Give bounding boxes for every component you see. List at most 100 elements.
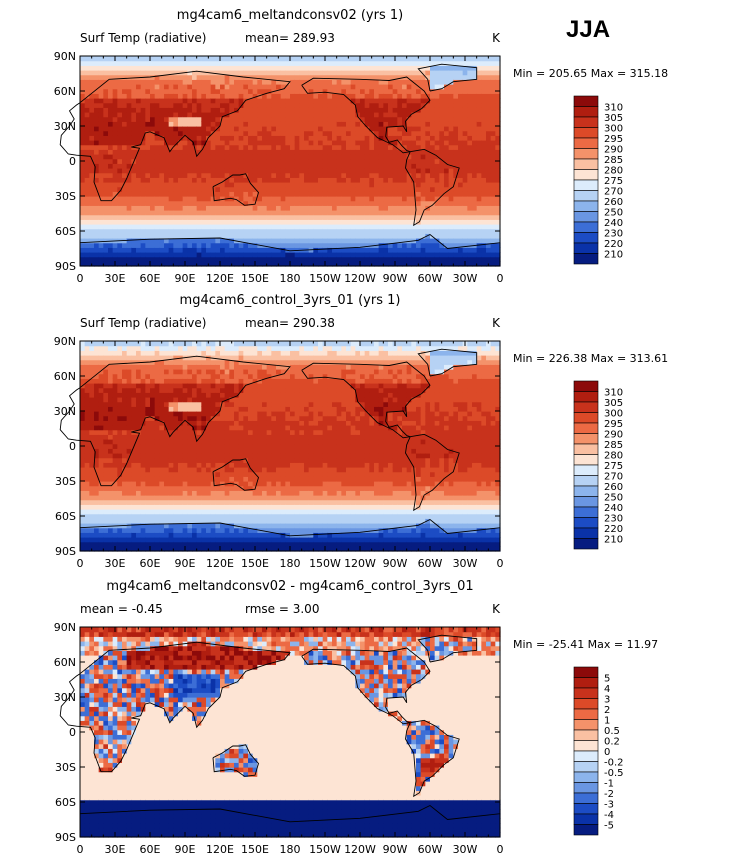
field-cell [364, 252, 370, 258]
field-cell [80, 467, 86, 473]
field-cell [374, 130, 380, 136]
field-cell [243, 107, 249, 113]
field-cell [383, 79, 389, 85]
field-cell [238, 219, 244, 225]
field-cell [154, 210, 160, 216]
field-cell [112, 411, 118, 417]
field-cell [360, 149, 366, 155]
field-cell [299, 233, 305, 239]
field-cell [495, 121, 501, 127]
field-cell [154, 387, 160, 393]
field-cell [350, 74, 356, 80]
field-cell [201, 60, 207, 66]
field-cell [187, 210, 193, 216]
field-cell [117, 490, 123, 496]
field-cell [378, 154, 384, 160]
field-cell [201, 182, 207, 188]
field-cell [126, 130, 132, 136]
field-cell [416, 242, 422, 248]
field-cell [103, 112, 109, 118]
field-cell [164, 65, 170, 71]
field-cell [248, 224, 254, 230]
field-cell [430, 205, 436, 211]
field-cell [164, 84, 170, 90]
field-cell [84, 200, 90, 206]
field-cell [257, 233, 263, 239]
field-cell [136, 425, 142, 431]
field-cell [266, 112, 272, 118]
field-cell [117, 537, 123, 543]
field-cell [430, 163, 436, 169]
field-cell [220, 210, 226, 216]
field-cell [136, 485, 142, 491]
field-cell [224, 224, 230, 230]
field-cell [481, 70, 487, 76]
field-cell [150, 228, 156, 234]
panel-title: mg4cam6_meltandconsv02 (yrs 1) [177, 8, 403, 23]
field-cell [84, 364, 90, 370]
field-cell [327, 177, 333, 183]
field-cell [467, 168, 473, 174]
field-cell [290, 149, 296, 155]
field-cell [136, 397, 142, 403]
field-cell [117, 121, 123, 127]
field-cell [98, 84, 104, 90]
field-cell [448, 224, 454, 230]
field-cell [94, 420, 100, 426]
field-cell [140, 228, 146, 234]
field-cell [131, 397, 137, 403]
field-cell [444, 88, 450, 94]
field-cell [392, 107, 398, 113]
field-cell [490, 70, 496, 76]
field-cell [84, 439, 90, 445]
field-cell [425, 224, 431, 230]
field-cell [280, 219, 286, 225]
field-cell [364, 130, 370, 136]
field-cell [192, 261, 198, 267]
field-cell [350, 93, 356, 99]
field-cell [388, 149, 394, 155]
field-cell [103, 499, 109, 505]
field-cell [234, 158, 240, 164]
field-cell [383, 228, 389, 234]
field-cell [285, 224, 291, 230]
field-cell [327, 224, 333, 230]
field-cell [192, 200, 198, 206]
field-cell [332, 158, 338, 164]
field-cell [458, 79, 464, 85]
field-cell [308, 93, 314, 99]
field-cell [89, 471, 95, 477]
field-cell [444, 172, 450, 178]
field-cell [453, 65, 459, 71]
field-cell [257, 196, 263, 202]
field-cell [234, 219, 240, 225]
field-cell [397, 224, 403, 230]
field-cell [173, 158, 179, 164]
field-cell [336, 182, 342, 188]
field-cell [136, 140, 142, 146]
field-cell [238, 247, 244, 253]
field-cell [486, 191, 492, 197]
field-cell [294, 74, 300, 80]
field-cell [266, 144, 272, 150]
field-cell [112, 228, 118, 234]
field-cell [313, 158, 319, 164]
field-cell [108, 224, 114, 230]
field-cell [178, 158, 184, 164]
field-cell [383, 74, 389, 80]
field-cell [159, 130, 165, 136]
field-cell [84, 457, 90, 463]
field-cell [332, 200, 338, 206]
field-cell [136, 532, 142, 538]
field-cell [486, 154, 492, 160]
field-cell [126, 112, 132, 118]
field-cell [336, 88, 342, 94]
field-cell [182, 256, 188, 262]
field-cell [495, 70, 501, 76]
field-cell [182, 130, 188, 136]
field-cell [220, 224, 226, 230]
field-cell [108, 345, 114, 351]
field-cell [252, 93, 258, 99]
field-cell [336, 98, 342, 104]
field-cell [425, 144, 431, 150]
